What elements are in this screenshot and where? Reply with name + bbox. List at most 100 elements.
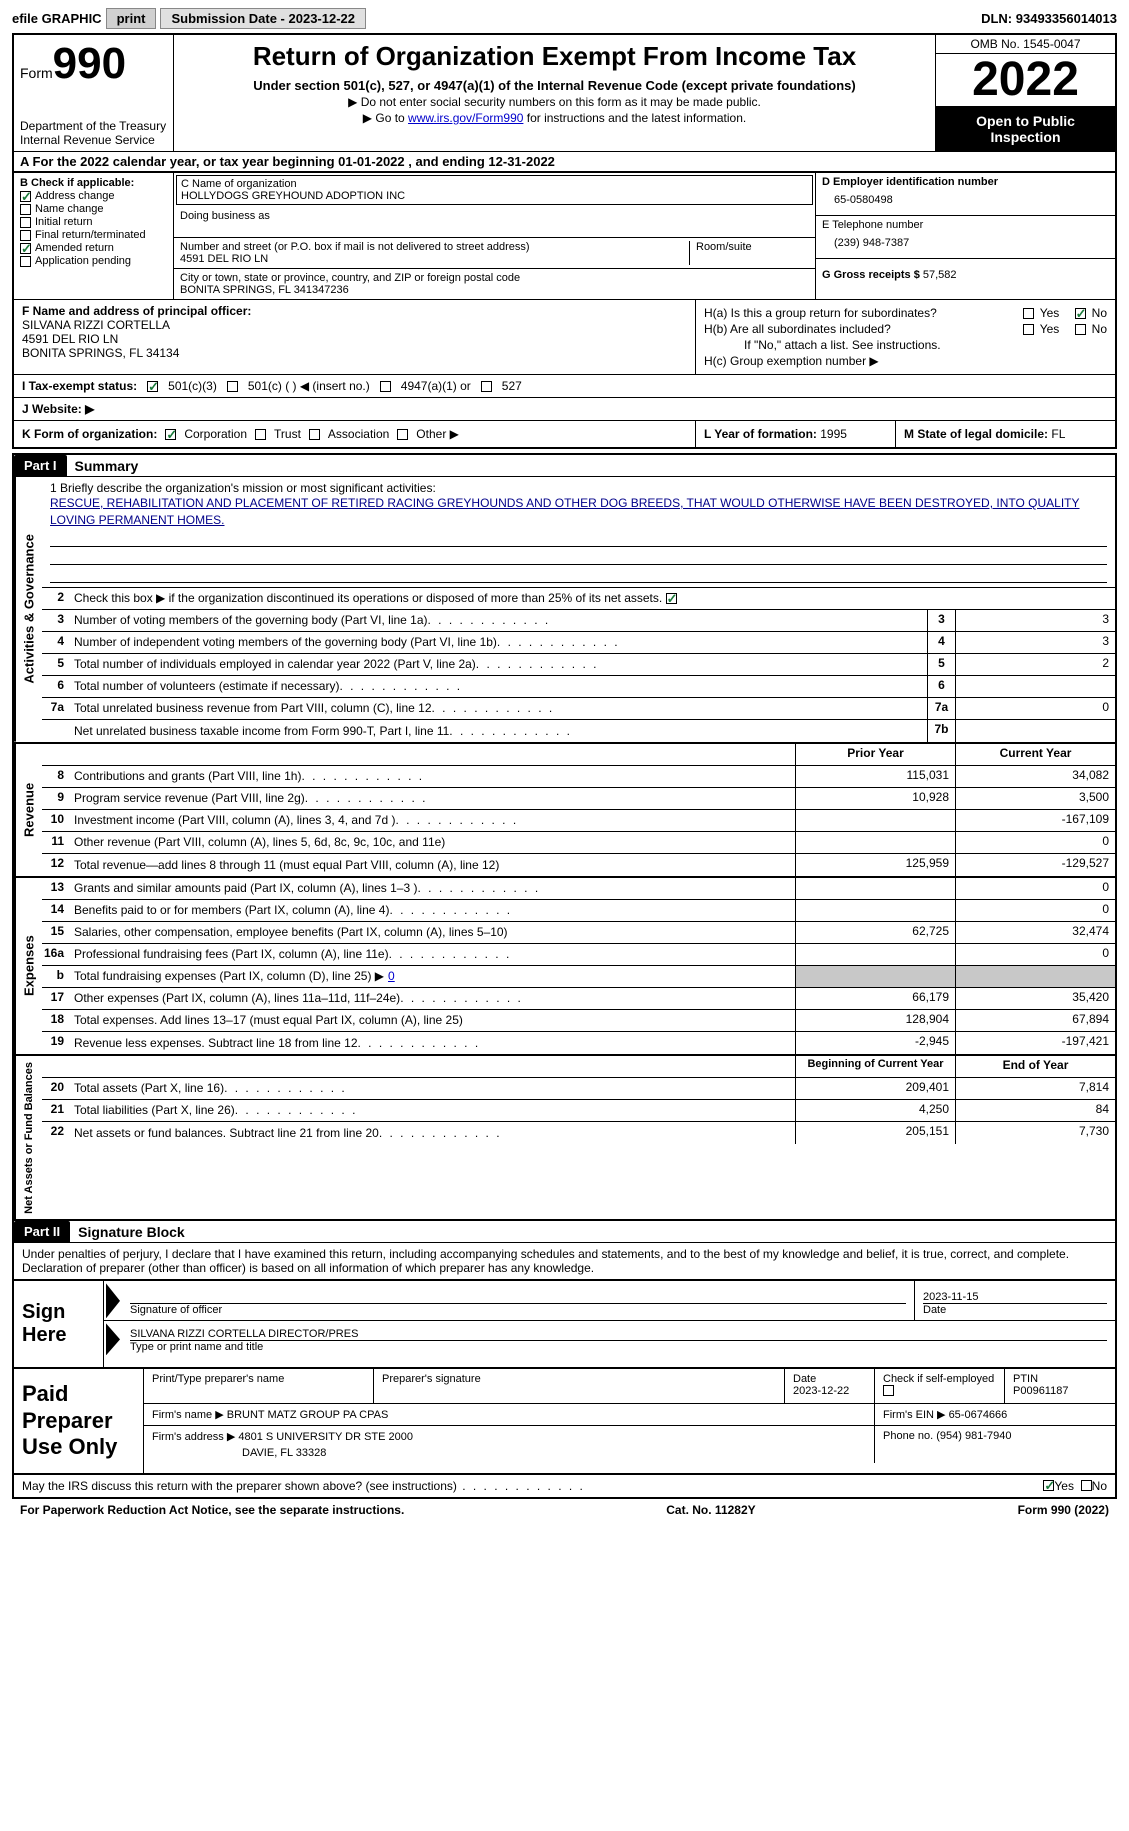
cb-app-pending[interactable] xyxy=(20,256,31,267)
mission-label: 1 Briefly describe the organization's mi… xyxy=(50,481,1107,495)
col-f-officer: F Name and address of principal officer:… xyxy=(14,300,695,374)
hb-note: If "No," attach a list. See instructions… xyxy=(704,338,1107,352)
cb-hb-yes[interactable] xyxy=(1023,324,1034,335)
part2-header: Part II Signature Block xyxy=(12,1221,1117,1243)
cb-other[interactable] xyxy=(397,429,408,440)
cb-assoc[interactable] xyxy=(309,429,320,440)
submission-date: Submission Date - 2023-12-22 xyxy=(160,8,366,29)
cb-ha-no[interactable] xyxy=(1075,308,1086,319)
cb-self-employed[interactable] xyxy=(883,1385,894,1396)
discuss-label: May the IRS discuss this return with the… xyxy=(22,1479,1043,1493)
header-right: OMB No. 1545-0047 2022 Open to Public In… xyxy=(935,35,1115,151)
cb-527[interactable] xyxy=(481,381,492,392)
row-i-tax-status: I Tax-exempt status: 501(c)(3) 501(c) ( … xyxy=(12,375,1117,398)
row-a-calendar-year: A For the 2022 calendar year, or tax yea… xyxy=(12,151,1117,171)
prep-name-label: Print/Type preparer's name xyxy=(144,1369,374,1403)
col-k-form-org: K Form of organization: Corporation Trus… xyxy=(14,421,695,447)
dept-label: Department of the Treasury xyxy=(20,119,167,133)
officer-city: BONITA SPRINGS, FL 34134 xyxy=(22,346,687,360)
row-j-website: J Website: ▶ xyxy=(12,398,1117,421)
cb-discuss-yes[interactable] xyxy=(1043,1480,1054,1491)
irs-link[interactable]: www.irs.gov/Form990 xyxy=(408,111,523,125)
pra-notice: For Paperwork Reduction Act Notice, see … xyxy=(20,1503,404,1517)
col-b-checkboxes: B Check if applicable: Address change Na… xyxy=(14,173,174,299)
org-city: BONITA SPRINGS, FL 341347236 xyxy=(180,284,809,296)
line16b: Total fundraising expenses (Part IX, col… xyxy=(70,966,795,987)
org-street: 4591 DEL RIO LN xyxy=(180,253,689,265)
hdr-prior: Prior Year xyxy=(795,744,955,765)
form-ref: Form 990 (2022) xyxy=(1018,1503,1109,1517)
cb-ha-yes[interactable] xyxy=(1023,308,1034,319)
part1-title: Summary xyxy=(67,458,139,474)
cb-hb-no[interactable] xyxy=(1075,324,1086,335)
header-mid: Return of Organization Exempt From Incom… xyxy=(174,35,935,151)
col-m-state: M State of legal domicile: FL xyxy=(895,421,1115,447)
cb-initial-return[interactable] xyxy=(20,217,31,228)
cb-501c[interactable] xyxy=(227,381,238,392)
cb-name-change[interactable] xyxy=(20,204,31,215)
dba-cell: Doing business as xyxy=(174,207,815,238)
line21: Total liabilities (Part X, line 26) xyxy=(70,1100,795,1121)
side-expenses: Expenses xyxy=(14,878,42,1054)
open-public-badge: Open to Public Inspection xyxy=(936,107,1115,151)
ptin: P00961187 xyxy=(1013,1385,1107,1397)
cb-corp[interactable] xyxy=(165,429,176,440)
officer-name-title: SILVANA RIZZI CORTELLA DIRECTOR/PRES xyxy=(130,1328,1107,1340)
line11: Other revenue (Part VIII, column (A), li… xyxy=(70,832,795,853)
cb-501c3[interactable] xyxy=(147,381,158,392)
ein-cell: D Employer identification number65-05804… xyxy=(816,173,1115,216)
cb-discuss-no[interactable] xyxy=(1081,1480,1092,1491)
summary-expenses: Expenses 13Grants and similar amounts pa… xyxy=(12,878,1117,1056)
ein-value: 65-0580498 xyxy=(822,188,1109,212)
top-bar: efile GRAPHIC print Submission Date - 20… xyxy=(12,8,1117,29)
officer-name: SILVANA RIZZI CORTELLA xyxy=(22,318,687,332)
summary-governance: Activities & Governance 1 Briefly descri… xyxy=(12,477,1117,744)
hdr-beg: Beginning of Current Year xyxy=(795,1056,955,1077)
cb-final-return[interactable] xyxy=(20,230,31,241)
officer-street: 4591 DEL RIO LN xyxy=(22,332,687,346)
line9: Program service revenue (Part VIII, line… xyxy=(70,788,795,809)
part1-tag: Part I xyxy=(14,455,67,476)
line4: Number of independent voting members of … xyxy=(70,632,927,653)
firm-name: BRUNT MATZ GROUP PA CPAS xyxy=(227,1409,389,1421)
cb-amended-return[interactable] xyxy=(20,243,31,254)
cb-trust[interactable] xyxy=(255,429,266,440)
efile-label: efile GRAPHIC xyxy=(12,11,102,26)
tax-year: 2022 xyxy=(936,54,1115,107)
line13: Grants and similar amounts paid (Part IX… xyxy=(70,878,795,899)
firm-addr: 4801 S UNIVERSITY DR STE 2000 xyxy=(238,1431,413,1443)
arrow-icon xyxy=(106,1323,120,1355)
cb-4947[interactable] xyxy=(380,381,391,392)
side-netassets: Net Assets or Fund Balances xyxy=(14,1056,42,1220)
line19: Revenue less expenses. Subtract line 18 … xyxy=(70,1032,795,1054)
cb-address-change[interactable] xyxy=(20,191,31,202)
line7a: Total unrelated business revenue from Pa… xyxy=(70,698,927,719)
paid-preparer-block: Paid Preparer Use Only Print/Type prepar… xyxy=(12,1369,1117,1474)
phone-cell: E Telephone number(239) 948-7387 xyxy=(816,216,1115,259)
sig-intro: Under penalties of perjury, I declare th… xyxy=(12,1243,1117,1279)
side-governance: Activities & Governance xyxy=(14,477,42,742)
arrow-icon xyxy=(106,1283,120,1318)
col-c-org-info: C Name of organization HOLLYDOGS GREYHOU… xyxy=(174,173,815,299)
header-left: Form990 Department of the Treasury Inter… xyxy=(14,35,174,151)
part2-title: Signature Block xyxy=(70,1224,185,1240)
line6: Total number of volunteers (estimate if … xyxy=(70,676,927,697)
ssn-note: ▶ Do not enter social security numbers o… xyxy=(182,95,927,109)
line7b: Net unrelated business taxable income fr… xyxy=(70,720,927,742)
org-name-label: C Name of organization xyxy=(181,178,808,190)
line15: Salaries, other compensation, employee b… xyxy=(70,922,795,943)
print-button[interactable]: print xyxy=(106,8,157,29)
line22: Net assets or fund balances. Subtract li… xyxy=(70,1122,795,1144)
line2: Check this box ▶ if the organization dis… xyxy=(74,591,662,605)
omb-number: OMB No. 1545-0047 xyxy=(936,35,1115,54)
prep-date: 2023-12-22 xyxy=(793,1385,866,1397)
city-cell: City or town, state or province, country… xyxy=(174,269,815,299)
irs-label: Internal Revenue Service xyxy=(20,133,167,147)
prep-sig-label: Preparer's signature xyxy=(374,1369,785,1403)
cb-line2[interactable] xyxy=(666,593,677,604)
firm-phone: (954) 981-7940 xyxy=(936,1430,1011,1442)
sign-here-block: Sign Here Signature of officer 2023-11-1… xyxy=(12,1279,1117,1369)
org-name-box: C Name of organization HOLLYDOGS GREYHOU… xyxy=(176,175,813,205)
line3: Number of voting members of the governin… xyxy=(70,610,927,631)
form-subtitle: Under section 501(c), 527, or 4947(a)(1)… xyxy=(182,78,927,93)
